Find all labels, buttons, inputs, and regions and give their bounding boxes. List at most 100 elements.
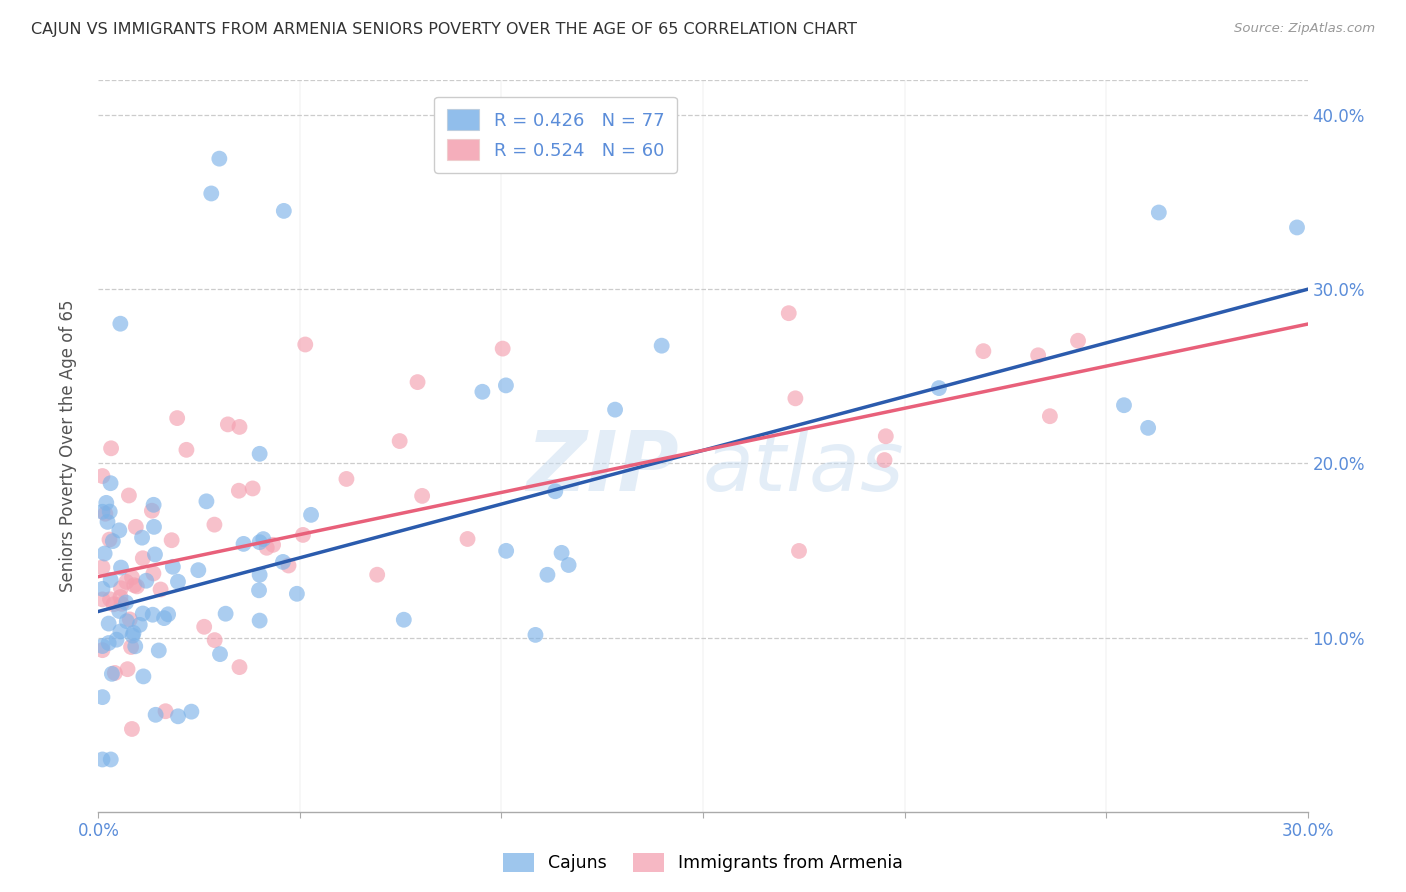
Point xyxy=(411,489,433,503)
Point xyxy=(366,567,388,582)
Point xyxy=(103,597,125,611)
Point xyxy=(603,402,626,417)
Point xyxy=(167,709,190,723)
Point xyxy=(121,570,143,584)
Point xyxy=(273,203,295,218)
Point xyxy=(120,640,142,654)
Point xyxy=(167,574,190,589)
Point xyxy=(149,582,172,597)
Point xyxy=(105,632,128,647)
Point xyxy=(91,582,114,596)
Point xyxy=(157,607,180,622)
Point xyxy=(208,647,231,661)
Point xyxy=(115,614,138,628)
Point xyxy=(121,629,143,643)
Point xyxy=(524,628,547,642)
Point xyxy=(132,551,155,566)
Point xyxy=(557,558,579,572)
Point xyxy=(143,548,166,562)
Point xyxy=(247,583,270,598)
Point xyxy=(214,607,236,621)
Point xyxy=(187,563,209,577)
Point xyxy=(262,538,284,552)
Point xyxy=(388,434,411,448)
Point xyxy=(1137,421,1160,435)
Point xyxy=(495,544,517,558)
Point xyxy=(208,152,231,166)
Point xyxy=(98,533,121,547)
Point xyxy=(249,447,271,461)
Point xyxy=(217,417,239,432)
Point xyxy=(91,469,114,483)
Point xyxy=(98,592,121,607)
Point xyxy=(1285,220,1308,235)
Point xyxy=(91,560,114,574)
Point xyxy=(143,520,166,534)
Point xyxy=(778,306,800,320)
Point xyxy=(153,611,176,625)
Y-axis label: Seniors Poverty Over the Age of 65: Seniors Poverty Over the Age of 65 xyxy=(59,300,77,592)
Point xyxy=(142,607,165,622)
Point xyxy=(132,669,155,683)
Point xyxy=(97,616,120,631)
Point xyxy=(145,707,167,722)
Text: CAJUN VS IMMIGRANTS FROM ARMENIA SENIORS POVERTY OVER THE AGE OF 65 CORRELATION : CAJUN VS IMMIGRANTS FROM ARMENIA SENIORS… xyxy=(31,22,856,37)
Point xyxy=(100,752,122,766)
Point xyxy=(124,640,146,654)
Point xyxy=(285,587,308,601)
Point xyxy=(97,636,120,650)
Point xyxy=(121,722,143,736)
Point xyxy=(125,579,148,593)
Text: Source: ZipAtlas.com: Source: ZipAtlas.com xyxy=(1234,22,1375,36)
Point xyxy=(101,666,124,681)
Point xyxy=(785,392,807,406)
Point xyxy=(91,505,114,519)
Point xyxy=(108,604,131,618)
Point xyxy=(200,186,222,201)
Point xyxy=(204,517,226,532)
Point xyxy=(1067,334,1090,348)
Point xyxy=(492,342,515,356)
Point xyxy=(96,515,118,529)
Point xyxy=(195,494,218,508)
Point xyxy=(536,567,558,582)
Point xyxy=(96,496,118,510)
Point xyxy=(110,624,132,639)
Point xyxy=(117,662,139,676)
Point xyxy=(91,639,114,653)
Point xyxy=(110,560,132,574)
Text: atlas: atlas xyxy=(703,427,904,508)
Point xyxy=(142,498,165,512)
Point xyxy=(110,582,132,596)
Point xyxy=(91,643,114,657)
Point xyxy=(787,544,810,558)
Point xyxy=(1112,398,1135,412)
Legend: Cajuns, Immigrants from Armenia: Cajuns, Immigrants from Armenia xyxy=(496,846,910,879)
Legend: R = 0.426   N = 77, R = 0.524   N = 60: R = 0.426 N = 77, R = 0.524 N = 60 xyxy=(434,96,676,173)
Point xyxy=(176,442,198,457)
Point xyxy=(98,505,121,519)
Point xyxy=(249,535,271,549)
Point xyxy=(249,567,271,582)
Point xyxy=(91,752,114,766)
Point xyxy=(292,528,315,542)
Point xyxy=(928,381,950,395)
Point xyxy=(495,378,517,392)
Point xyxy=(100,442,122,456)
Point xyxy=(131,531,153,545)
Point xyxy=(651,339,673,353)
Point xyxy=(110,590,132,604)
Point xyxy=(193,620,215,634)
Point xyxy=(271,555,294,569)
Point xyxy=(457,532,479,546)
Point xyxy=(299,508,322,522)
Point xyxy=(550,546,572,560)
Point xyxy=(94,507,117,521)
Point xyxy=(166,411,188,425)
Point xyxy=(294,337,316,351)
Point xyxy=(93,547,115,561)
Point xyxy=(160,533,183,548)
Point xyxy=(100,476,122,491)
Point xyxy=(122,625,145,640)
Point xyxy=(544,484,567,499)
